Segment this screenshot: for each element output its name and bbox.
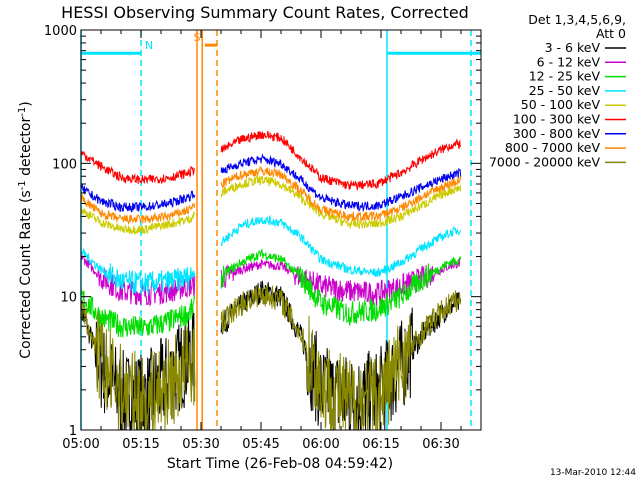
legend-label-1: 6 - 12 keV (537, 54, 601, 69)
x-axis-label: Start Time (26-Feb-08 04:59:42) (167, 456, 393, 472)
series-line-5 (80, 131, 462, 191)
x-tick-label-1: 05:15 (122, 437, 159, 452)
series-line-4 (80, 174, 462, 235)
series-line-8 (80, 284, 462, 431)
annotation-label-night: N (145, 39, 153, 52)
y-axis-label: Corrected Count Rate (s-1 detector-1) (17, 101, 34, 358)
series-line-3 (80, 214, 462, 295)
axes: 05:00 05:15 05:30 05:45 06:00 06:15 06:30 1 10 10… (44, 24, 481, 452)
x-tick-label-2: 05:30 (182, 437, 219, 452)
annotation-label-saa: S (194, 31, 201, 44)
x-tick-label-3: 05:45 (242, 437, 279, 452)
legend-label-0: 3 - 6 keV (545, 40, 601, 55)
footer-timestamp: 13-Mar-2010 12:44 (550, 468, 636, 478)
y-tick-label-3: 1000 (44, 24, 77, 39)
series-line-6 (80, 153, 462, 213)
annotation-bars: NS (81, 31, 481, 55)
legend-label-5: 100 - 300 keV (513, 112, 601, 127)
legend-label-2: 12 - 25 keV (529, 69, 601, 84)
chart-title: HESSI Observing Summary Count Rates, Cor… (61, 3, 469, 22)
legend-label-7: 800 - 7000 keV (505, 140, 601, 155)
x-tick-label-4: 06:00 (302, 437, 339, 452)
y-tick-label-0: 1 (69, 424, 77, 439)
plot-area: NS (80, 29, 482, 431)
legend-header-line-2: Att 0 (596, 26, 626, 41)
data-series (80, 131, 462, 431)
y-tick-label-1: 10 (60, 291, 77, 306)
legend-header-line-1: Det 1,3,4,5,6,9, (528, 12, 626, 27)
series-line-2 (80, 248, 462, 338)
legend-label-3: 25 - 50 keV (529, 83, 601, 98)
x-tick-label-6: 06:30 (422, 437, 459, 452)
x-tick-label-5: 06:15 (362, 437, 399, 452)
legend-label-6: 300 - 800 keV (513, 126, 601, 141)
y-tick-label-2: 100 (52, 157, 77, 172)
legend-label-4: 50 - 100 keV (521, 97, 601, 112)
legend-label-8: 7000 - 20000 keV (489, 154, 600, 169)
x-tick-label-0: 05:00 (62, 437, 99, 452)
series-line-7 (80, 166, 462, 226)
